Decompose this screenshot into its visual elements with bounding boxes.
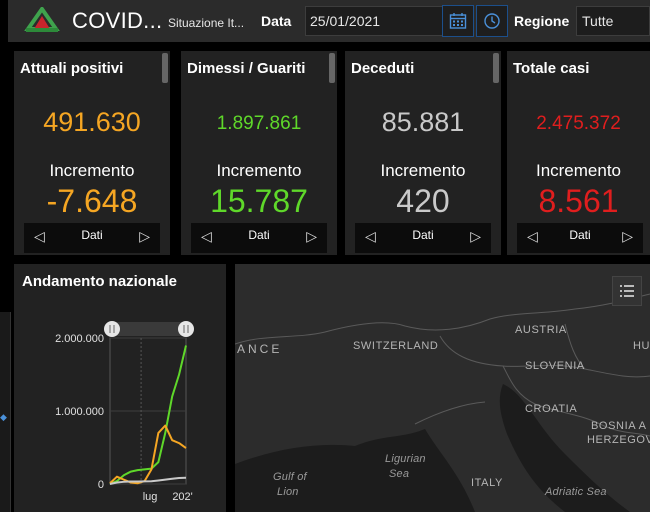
map-view[interactable]: ANCE SWITZERLAND AUSTRIA SLOVENIA CROATI… [235, 264, 650, 512]
app-subtitle: Situazione It... [168, 16, 245, 30]
card-increment-value: 15.787 [210, 183, 308, 219]
nav-label: Dati [248, 228, 270, 242]
trend-panel: Andamento nazionale 2.000.000 1.000.000 0 l… [14, 264, 226, 512]
nav-next-icon[interactable]: ▷ [622, 228, 633, 244]
region-select[interactable]: Tutte [576, 6, 650, 36]
map-label-ligurian-sea-2: Sea [389, 468, 410, 480]
nav-next-icon[interactable]: ▷ [306, 228, 317, 244]
date-input[interactable]: 25/01/2021 [305, 6, 446, 36]
calendar-icon [449, 13, 467, 29]
map-label-slovenia: SLOVENIA [525, 360, 585, 372]
card-value: 2.475.372 [536, 113, 621, 134]
trend-chart: 2.000.000 1.000.000 0 lug 202' [55, 321, 194, 503]
card-nav-bar: ◁ Dati ▷ [517, 223, 643, 253]
y-tick-label: 0 [98, 479, 104, 491]
nav-label: Dati [81, 228, 103, 242]
card-totale-casi: Totale casi 2.475.372 Incremento 8.561 ◁… [507, 51, 650, 255]
card-nav-bar: ◁ Dati ▷ [24, 223, 160, 253]
card-increment-label: Incremento [49, 161, 135, 180]
map-label-gulf-of-lion: Gulf of [273, 471, 307, 483]
list-icon [620, 285, 634, 297]
map-label-italy: ITALY [471, 477, 503, 489]
card-title: Dimessi / Guariti [187, 60, 306, 77]
nav-label: Dati [412, 228, 434, 242]
nav-next-icon[interactable]: ▷ [139, 228, 150, 244]
date-label: Data [261, 13, 292, 29]
x-tick-label: 202' [172, 491, 192, 503]
card-increment-label: Incremento [216, 161, 302, 180]
time-button[interactable] [476, 5, 508, 37]
map-label-hungary: HU [633, 340, 650, 352]
nav-prev-icon[interactable]: ◁ [34, 228, 45, 244]
card-increment-value: 420 [396, 183, 450, 219]
map-label-switzerland: SWITZERLAND [353, 340, 439, 352]
region-label: Regione [514, 13, 570, 29]
card-increment-value: -7.648 [46, 183, 138, 219]
nav-next-icon[interactable]: ▷ [470, 228, 481, 244]
trend-title: Andamento nazionale [22, 273, 178, 290]
card-increment-label: Incremento [535, 161, 622, 180]
y-tick-label: 2.000.000 [55, 333, 104, 345]
series-line-2 [109, 476, 187, 485]
range-handle-right[interactable] [178, 321, 194, 337]
range-handle-left[interactable] [104, 321, 120, 337]
map-label-france: ANCE [237, 342, 283, 356]
map-label-gulf-of-lion-2: Lion [277, 486, 299, 498]
card-value: 85.881 [381, 107, 465, 137]
clock-icon [484, 13, 500, 29]
map-legend-button[interactable] [612, 276, 642, 306]
card-nav-bar: ◁ Dati ▷ [191, 223, 327, 253]
card-scrollbar[interactable] [329, 53, 335, 83]
card-deceduti: Deceduti 85.881 Incremento 420 ◁ Dati ▷ [345, 51, 501, 255]
map-label-adriatic-sea: Adriatic Sea [545, 486, 607, 498]
italian-republic-logo-icon [24, 7, 60, 32]
series-line-0 [109, 345, 187, 485]
card-value: 1.897.861 [216, 113, 302, 134]
header-bar: COVID... Situazione It... Data 25/01/202… [8, 0, 650, 42]
card-scrollbar[interactable] [162, 53, 168, 83]
nav-prev-icon[interactable]: ◁ [527, 228, 538, 244]
card-title: Deceduti [351, 60, 415, 77]
panel-expand-icon[interactable]: ◆ [0, 412, 7, 422]
y-tick-label: 1.000.000 [55, 406, 104, 418]
card-increment-label: Incremento [380, 161, 466, 180]
calendar-button[interactable] [442, 5, 474, 37]
map-basemap [235, 293, 650, 512]
map-label-croatia: CROATIA [525, 403, 578, 415]
card-title: Totale casi [513, 60, 590, 77]
series-line-1 [109, 424, 187, 485]
map-label-austria: AUSTRIA [515, 324, 567, 336]
card-increment-value: 8.561 [538, 183, 619, 219]
map-label-herzegovina: HERZEGOV [587, 434, 650, 446]
card-dimessi-guariti: Dimessi / Guariti 1.897.861 Incremento 1… [181, 51, 337, 255]
nav-prev-icon[interactable]: ◁ [201, 228, 212, 244]
card-scrollbar[interactable] [493, 53, 499, 83]
left-panel-edge [0, 312, 11, 512]
range-slider-track [110, 322, 186, 336]
app-title: COVID... [72, 8, 163, 33]
map-label-bosnia: BOSNIA A [591, 420, 647, 432]
nav-label: Dati [569, 228, 591, 242]
card-attuali-positivi: Attuali positivi 491.630 Incremento -7.6… [14, 51, 170, 255]
map-label-ligurian-sea: Ligurian [385, 453, 426, 465]
card-value: 491.630 [43, 107, 141, 137]
card-nav-bar: ◁ Dati ▷ [355, 223, 491, 253]
card-title: Attuali positivi [20, 60, 124, 77]
nav-prev-icon[interactable]: ◁ [365, 228, 376, 244]
x-tick-label: lug [143, 491, 158, 503]
